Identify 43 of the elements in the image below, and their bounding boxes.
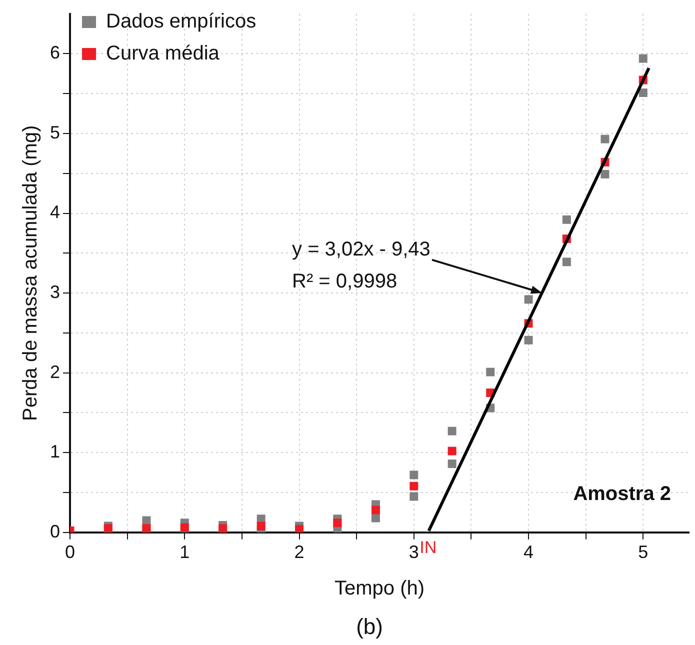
point bbox=[600, 134, 610, 144]
point bbox=[256, 522, 266, 530]
x-tick-label: 5 bbox=[638, 542, 648, 562]
y-tick-label: 0 bbox=[50, 521, 60, 542]
point bbox=[448, 460, 456, 468]
annotation: Amostra 2 bbox=[573, 482, 671, 505]
point bbox=[142, 516, 151, 525]
x-tick-label: 2 bbox=[294, 542, 304, 562]
annotation: R² = 0,9998 bbox=[292, 270, 398, 292]
point bbox=[448, 446, 456, 456]
y-tick-label: 2 bbox=[50, 362, 60, 382]
point bbox=[638, 54, 648, 63]
y-tick-label: 4 bbox=[50, 202, 60, 222]
point bbox=[524, 295, 533, 304]
y-axis-title: Perda de massa acumulada (mg) bbox=[20, 125, 42, 421]
point bbox=[638, 88, 648, 98]
point bbox=[600, 170, 610, 178]
annotation: IN bbox=[420, 538, 437, 558]
point bbox=[448, 426, 456, 436]
point bbox=[333, 518, 342, 528]
point bbox=[410, 492, 418, 501]
point bbox=[562, 215, 571, 224]
x-tick-label: 4 bbox=[524, 542, 534, 562]
legend-label: Dados empíricos bbox=[106, 10, 256, 33]
x-tick-label: 3 bbox=[408, 542, 419, 562]
point bbox=[410, 470, 418, 480]
point bbox=[371, 514, 380, 522]
point bbox=[524, 336, 533, 344]
text: (b) bbox=[356, 614, 383, 640]
x-tick-label: 0 bbox=[65, 542, 76, 562]
x-axis-title: Tempo (h) bbox=[334, 578, 425, 600]
point bbox=[410, 482, 418, 490]
annotation: y = 3,02x - 9,43 bbox=[292, 238, 430, 260]
y-tick-label: 3 bbox=[50, 282, 60, 302]
x-tick-label: 1 bbox=[180, 542, 190, 562]
legend-label: Curva média bbox=[106, 42, 220, 65]
y-tick-label: 6 bbox=[50, 42, 60, 63]
y-tick-label: 1 bbox=[50, 442, 60, 462]
point bbox=[562, 258, 571, 266]
point bbox=[371, 506, 380, 514]
point bbox=[486, 368, 495, 376]
y-tick-label: 5 bbox=[50, 122, 60, 142]
point bbox=[295, 524, 304, 532]
